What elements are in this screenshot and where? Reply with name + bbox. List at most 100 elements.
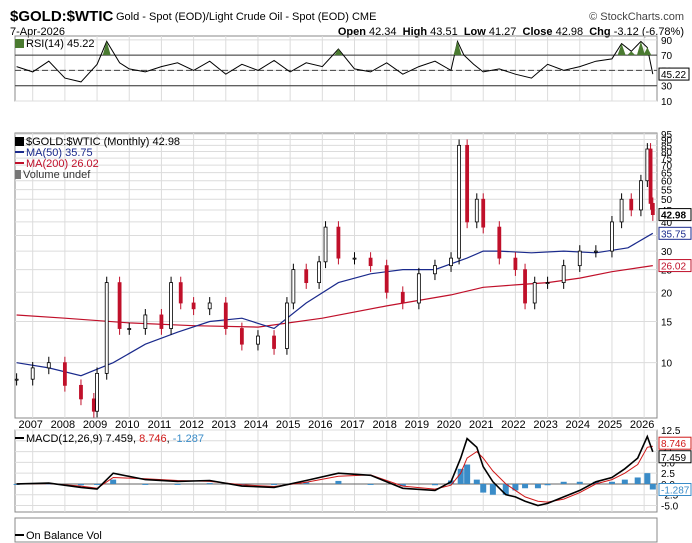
- rsi-overbought-fill: [102, 41, 111, 56]
- macd-histogram-bar: [271, 483, 278, 485]
- rsi-tick-label: 90: [661, 36, 673, 47]
- macd-histogram-bar: [634, 477, 641, 484]
- price-last-value: 42.98: [661, 211, 686, 222]
- macd-histogram-bar: [621, 479, 628, 484]
- price-tick-label: 75: [661, 154, 673, 165]
- macd-tick-label: -5.0: [661, 502, 679, 513]
- rsi-overbought-fill: [627, 51, 636, 56]
- price-candle: [178, 282, 183, 304]
- macd-histogram-bar: [13, 483, 20, 485]
- price-tick-label: 50: [661, 195, 673, 206]
- macd-histogram-bar: [110, 479, 117, 484]
- price-candle: [523, 269, 527, 304]
- price-candle: [256, 335, 260, 345]
- macd-histogram-bar: [534, 483, 541, 489]
- price-tick-label: 30: [661, 247, 673, 258]
- x-tick-label: 2011: [148, 419, 172, 431]
- x-tick-label: 2013: [212, 419, 236, 431]
- price-tick-label: 95: [661, 130, 673, 141]
- macd-tick-label: 2.5: [661, 469, 675, 480]
- price-candle: [336, 226, 341, 259]
- macd-histogram-bar: [473, 479, 480, 484]
- macd-histogram-bar: [522, 483, 529, 489]
- price-candle: [291, 269, 296, 304]
- stockcharts-brand[interactable]: © StockCharts.com: [589, 11, 684, 23]
- price-candle: [191, 302, 196, 310]
- rsi-overbought-fill: [334, 49, 343, 56]
- macd-histogram-bar: [367, 483, 374, 485]
- rsi-tick-label: 70: [661, 51, 673, 62]
- x-tick-label: 2023: [533, 419, 557, 431]
- x-tick-label: 2012: [179, 419, 203, 431]
- x-tick-label: 2026: [630, 419, 654, 431]
- price-candle: [384, 265, 389, 293]
- chart-header: $GOLD:$WTIC Gold - Spot (EOD)/Light Crud…: [10, 8, 684, 38]
- price-candle: [433, 265, 437, 275]
- price-tick-label: 65: [661, 169, 673, 180]
- panel-frame: [14, 35, 658, 102]
- x-tick-label: 2010: [115, 419, 139, 431]
- macd-last-badge: [658, 483, 692, 497]
- x-tick-label: 2020: [437, 419, 461, 431]
- x-tick-label: 2009: [83, 419, 107, 431]
- price-candle: [104, 282, 109, 374]
- price-candle: [474, 198, 479, 223]
- volume-legend: Volume undef: [15, 169, 90, 181]
- macd-tick-label: -2.5: [661, 491, 679, 502]
- symbol-title: $GOLD:$WTIC: [10, 8, 114, 25]
- rsi-overbought-fill: [617, 43, 626, 56]
- price-candle: [223, 302, 228, 329]
- macd-last-badge: [658, 450, 692, 464]
- ma200-last-value: 26.02: [661, 262, 686, 273]
- price-candle: [159, 314, 164, 329]
- rsi-last-badge: [658, 67, 690, 81]
- ma200-last-badge: [658, 259, 692, 273]
- symbol-description: Gold - Spot (EOD)/Light Crude Oil - Spot…: [116, 11, 377, 23]
- price-candle: [650, 202, 655, 216]
- price-candle: [619, 198, 624, 223]
- macd-histogram-bar: [399, 483, 406, 487]
- price-tick-label: 15: [661, 318, 673, 329]
- chart-date: 7-Apr-2026: [10, 26, 66, 38]
- price-candle: [169, 282, 173, 329]
- macd-histogram-bar: [464, 464, 471, 484]
- macd-signal-line: [16, 445, 653, 503]
- price-candle: [62, 362, 67, 386]
- price-tick-label: 20: [661, 288, 673, 299]
- price-candle: [400, 291, 405, 304]
- price-tick-label: 70: [661, 161, 673, 172]
- x-tick-label: 2019: [405, 419, 429, 431]
- rsi-last-value: 45.22: [661, 70, 686, 81]
- price-tick-label: 85: [661, 141, 673, 152]
- price-candle: [304, 269, 309, 284]
- ma50-last-value: 35.75: [661, 229, 686, 240]
- ma200-line: [16, 265, 653, 328]
- ma50-line: [16, 232, 654, 377]
- price-tick-label: 80: [661, 148, 673, 159]
- macd-histogram-bar: [560, 481, 567, 484]
- macd-histogram-bar: [480, 483, 487, 493]
- price-tick-label: 10: [661, 359, 673, 370]
- rsi-overbought-fill: [643, 47, 652, 56]
- price-candle: [639, 180, 643, 211]
- macd-tick-label: 5.0: [661, 458, 675, 469]
- macd-histogram-bar: [592, 481, 599, 484]
- price-legend: $GOLD:$WTIC (Monthly) 42.98: [15, 136, 180, 148]
- price-tick-label: 90: [661, 136, 673, 147]
- price-candle: [449, 257, 453, 267]
- price-candle: [465, 144, 470, 223]
- price-candle: [317, 261, 322, 284]
- rsi-line: [16, 39, 654, 83]
- price-tick-label: 60: [661, 177, 673, 188]
- macd-histogram-bar: [431, 483, 438, 486]
- x-tick-label: 2022: [501, 419, 525, 431]
- price-candle: [457, 144, 461, 259]
- price-candle: [95, 372, 99, 412]
- price-candle: [46, 362, 51, 369]
- macd-histogram-bar: [544, 483, 551, 486]
- price-candle: [91, 398, 96, 412]
- macd-histogram-bar: [303, 482, 310, 484]
- price-candle: [285, 302, 289, 349]
- price-candle: [513, 257, 518, 271]
